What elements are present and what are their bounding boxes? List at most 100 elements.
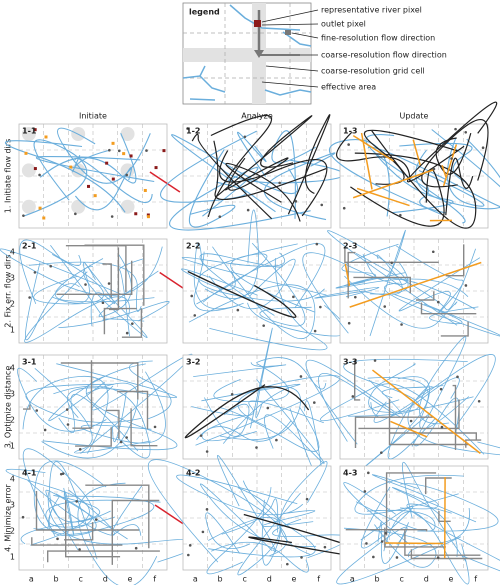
- y-tick-label: 2: [10, 527, 15, 536]
- river: [343, 524, 437, 568]
- outlet: [372, 555, 375, 559]
- outlet: [243, 135, 247, 139]
- coarse-flow: [64, 522, 94, 541]
- river: [207, 114, 273, 218]
- outlet: [125, 173, 129, 177]
- river: [28, 261, 142, 312]
- river: [289, 400, 323, 483]
- river-pixel: [146, 213, 150, 217]
- outlet: [66, 423, 70, 426]
- outlet: [201, 530, 205, 534]
- outlet: [199, 434, 203, 437]
- outlet: [399, 213, 402, 217]
- river: [287, 114, 331, 215]
- panel-label: 1-2: [186, 127, 200, 136]
- x-tick-label: b: [217, 575, 222, 584]
- x-tick-label: c: [78, 575, 82, 584]
- river-pixel: [105, 161, 109, 165]
- y-tick-label: 1: [10, 553, 15, 562]
- x-tick-label: a: [193, 575, 198, 584]
- panel: [4, 123, 181, 229]
- outlet: [28, 296, 31, 299]
- river: [367, 129, 500, 208]
- x-tick-label: d: [267, 575, 272, 584]
- river: [19, 239, 82, 305]
- river-pixel: [33, 128, 37, 132]
- coarse-flow: [23, 404, 31, 410]
- river: [191, 400, 324, 424]
- x-tick-label: b: [374, 575, 379, 584]
- effective-area: [21, 127, 36, 141]
- river: [213, 363, 290, 403]
- river: [205, 512, 251, 554]
- panel-label: 3-1: [22, 358, 37, 367]
- river: [204, 209, 259, 299]
- river: [187, 270, 297, 318]
- coarse-flow: [109, 247, 120, 311]
- outlet: [373, 359, 377, 362]
- coarse-flow: [56, 260, 133, 295]
- river: [319, 363, 416, 422]
- outlet: [131, 322, 134, 325]
- outlet: [61, 472, 65, 475]
- outlet: [107, 282, 111, 285]
- outlet: [300, 556, 303, 559]
- river: [271, 130, 316, 219]
- river: [196, 420, 292, 442]
- river: [384, 282, 500, 337]
- panel-label: 4-2: [186, 469, 200, 478]
- updated-flow: [390, 420, 428, 438]
- coarse-flow: [438, 511, 451, 522]
- outlet: [477, 399, 481, 403]
- river: [193, 251, 238, 312]
- river: [42, 375, 178, 451]
- outlet: [323, 545, 327, 549]
- river: [398, 257, 481, 313]
- error-flow: [154, 504, 186, 526]
- outlet: [101, 301, 105, 305]
- river: [256, 357, 327, 390]
- outlet: [35, 409, 39, 412]
- updated-flow: [360, 132, 373, 190]
- river: [279, 461, 328, 555]
- river: [45, 489, 128, 551]
- river: [418, 137, 485, 207]
- legend-box: [182, 2, 319, 105]
- outlet: [395, 556, 399, 559]
- y-tick-label: 3: [10, 501, 15, 510]
- outlet: [313, 401, 316, 404]
- legend-item: representative river pixel: [321, 6, 422, 15]
- x-tick-label: a: [350, 575, 355, 584]
- outlet: [234, 165, 238, 169]
- river: [5, 468, 90, 546]
- panel: [336, 461, 500, 585]
- coarse-flow: [410, 549, 483, 560]
- coarse-flow: [353, 276, 411, 294]
- river-pixel: [162, 149, 166, 153]
- outlet: [205, 450, 209, 453]
- outlet: [74, 212, 77, 216]
- outlet: [38, 173, 41, 177]
- river: [215, 115, 313, 198]
- outlet: [432, 167, 436, 171]
- river: [160, 130, 257, 203]
- outlet: [21, 515, 25, 519]
- river: [24, 271, 130, 343]
- river: [344, 275, 458, 329]
- row-label: 1. Initiate flow dirs: [4, 139, 13, 213]
- x-tick-label: e: [292, 575, 297, 584]
- panel: [181, 209, 347, 351]
- y-tick-label: 4: [10, 248, 15, 257]
- x-tick-label: c: [399, 575, 403, 584]
- coarse-flow: [31, 537, 123, 546]
- coarse-flow: [35, 491, 140, 531]
- coarse-flow: [420, 302, 477, 315]
- outlet: [400, 323, 403, 326]
- outlet: [266, 406, 270, 410]
- river: [208, 499, 281, 566]
- river: [387, 385, 444, 460]
- river: [201, 415, 257, 442]
- outlet: [313, 329, 317, 333]
- outlet: [75, 500, 79, 503]
- panel-label: 4-1: [22, 469, 37, 478]
